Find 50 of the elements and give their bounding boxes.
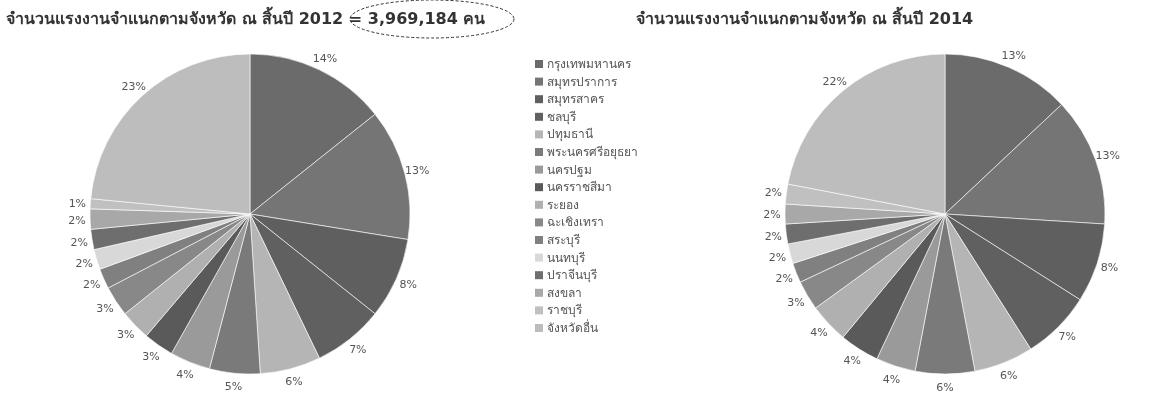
data-label: 8% xyxy=(1100,261,1119,275)
legend-label: สงขลา xyxy=(547,285,582,300)
legend-label: ปราจีนบุรี xyxy=(547,268,598,284)
legend-label: ปทุมธานี xyxy=(547,127,593,143)
legend-label: นครราชสีมา xyxy=(547,180,612,195)
data-label: 3% xyxy=(96,302,114,316)
data-label: 2% xyxy=(70,235,88,249)
chart-title: จำนวนแรงงานจำแนกตามจังหวัด ณ สิ้นปี 2014 xyxy=(636,6,974,28)
legend-label: ชลบุรี xyxy=(547,109,577,125)
data-label: 2% xyxy=(763,208,781,221)
data-label: 2% xyxy=(83,278,101,292)
data-label: 3% xyxy=(787,296,805,310)
legend-label: สมุทรปราการ xyxy=(547,74,618,90)
data-label: 6% xyxy=(285,375,303,389)
data-label: 6% xyxy=(999,368,1018,382)
data-label: 7% xyxy=(349,343,367,357)
legend-label: พระนครศรีอยุธยา xyxy=(547,145,638,160)
data-label: 4% xyxy=(176,368,194,382)
legend-label: สมุทรสาคร xyxy=(547,92,605,108)
legend-label: ราชบุรี xyxy=(547,303,583,319)
data-label: 4% xyxy=(843,354,862,368)
data-label: 2% xyxy=(75,257,93,271)
legend-label: ระยอง xyxy=(547,197,579,212)
legend-label: ฉะเชิงเทรา xyxy=(547,215,604,230)
legend-label: นนทบุรี xyxy=(547,250,586,266)
data-label: 1% xyxy=(68,196,87,210)
data-label: 23% xyxy=(121,79,146,93)
legend-label: กรุงเทพมหานคร xyxy=(547,57,632,72)
data-label: 22% xyxy=(822,74,847,88)
data-label: 13% xyxy=(1001,49,1026,63)
data-label: 13% xyxy=(405,164,430,178)
data-label: 14% xyxy=(312,52,338,66)
data-label: 2% xyxy=(775,271,793,285)
data-label: 5% xyxy=(224,380,243,394)
legend-label: นครปฐม xyxy=(547,162,592,177)
data-label: 3% xyxy=(142,349,160,363)
data-label: 2% xyxy=(768,251,787,265)
data-label: 6% xyxy=(936,381,954,394)
legend-label: สระบุรี xyxy=(547,233,581,248)
data-label: 4% xyxy=(882,372,901,386)
data-label: 4% xyxy=(810,326,828,340)
data-label: 2% xyxy=(764,229,783,243)
chart-title: จำนวนแรงงานจำแนกตามจังหวัด ณ สิ้นปี 2012 = 3,969,184 คน xyxy=(6,6,486,28)
data-label: 8% xyxy=(399,278,417,292)
data-label: 2% xyxy=(68,213,86,227)
data-label: 7% xyxy=(1058,330,1077,344)
data-label: 13% xyxy=(1095,149,1120,163)
data-label: 2% xyxy=(764,186,783,200)
data-label: 3% xyxy=(117,328,135,342)
legend-label: จังหวัดอื่น xyxy=(547,319,598,335)
